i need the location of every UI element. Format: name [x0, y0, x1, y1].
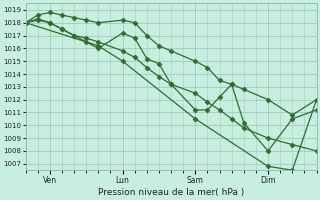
X-axis label: Pression niveau de la mer( hPa ): Pression niveau de la mer( hPa ) [98, 188, 244, 197]
